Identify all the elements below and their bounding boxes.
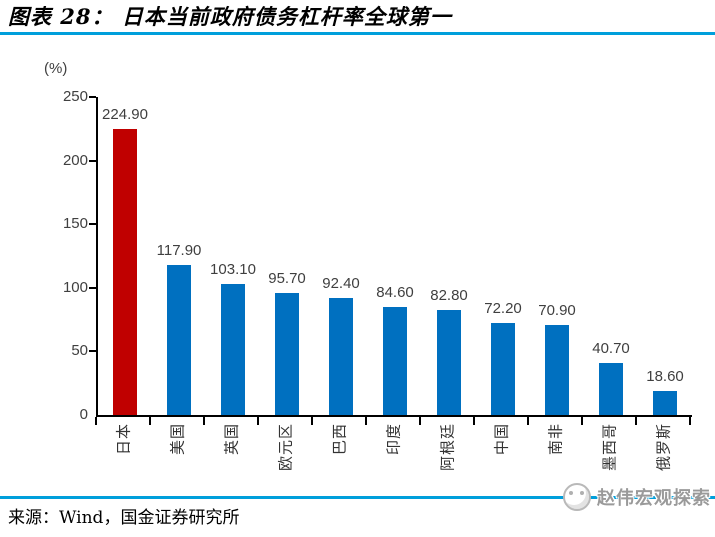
value-label-南非: 70.90: [538, 301, 576, 319]
x-tick-5: [365, 417, 367, 425]
chart-title: 图表 28： 日本当前政府债务杠杆率全球第一: [8, 4, 452, 29]
plot-area: 224.90 117.90 103.10 95.70 92.40 84.60 82.80 72…: [96, 97, 692, 417]
x-tick-3: [257, 417, 259, 425]
watermark-text: 赵伟宏观探索: [597, 488, 711, 508]
x-tick-1: [149, 417, 151, 425]
value-label-美国: 117.90: [156, 242, 202, 259]
y-tick-label-150: 150: [62, 215, 88, 233]
x-label-cell-中国: 中国: [474, 421, 528, 499]
x-label-cell-巴西: 巴西: [312, 421, 366, 499]
value-label-阿根廷: 82.80: [430, 286, 468, 304]
y-tick-100: [89, 286, 96, 289]
value-label-印度: 84.60: [376, 284, 414, 302]
x-tick-8: [527, 417, 529, 425]
x-label-cell-英国: 英国: [204, 421, 258, 499]
x-label-cell-印度: 印度: [366, 421, 420, 499]
x-axis-label-美国: 美国: [169, 423, 187, 456]
x-tick-2: [203, 417, 205, 425]
bar-group-阿根廷: 82.80: [422, 97, 476, 415]
bar-阿根廷: [437, 309, 461, 415]
x-label-cell-日本: 日本: [96, 421, 150, 499]
x-tick-9: [581, 417, 583, 425]
x-label-cell-欧元区: 欧元区: [258, 421, 312, 499]
y-tick-200: [89, 159, 96, 162]
value-label-巴西: 92.40: [322, 274, 360, 292]
bar-南非: [545, 324, 569, 415]
bar-俄罗斯: [653, 391, 677, 415]
x-axis-label-印度: 印度: [385, 423, 403, 456]
bar-group-墨西哥: 40.70: [584, 97, 638, 415]
y-axis-unit-label: (%): [44, 60, 68, 77]
bar-group-巴西: 92.40: [314, 97, 368, 415]
watermark: 赵伟宏观探索: [563, 483, 711, 511]
y-tick-label-100: 100: [62, 278, 88, 296]
value-label-英国: 103.10: [210, 260, 256, 278]
x-axis-label-俄罗斯: 俄罗斯: [655, 423, 673, 472]
x-axis-label-巴西: 巴西: [331, 423, 349, 456]
bar-group-日本: 224.90: [98, 97, 152, 415]
x-tick-7: [473, 417, 475, 425]
x-axis-label-阿根廷: 阿根廷: [439, 423, 457, 472]
bar-group-英国: 103.10: [206, 97, 260, 415]
x-axis-label-南非: 南非: [547, 423, 565, 456]
bar-英国: [221, 283, 245, 415]
bar-欧元区: [275, 293, 299, 415]
bar-group-欧元区: 95.70: [260, 97, 314, 415]
value-label-中国: 72.20: [484, 300, 522, 318]
value-label-墨西哥: 40.70: [592, 340, 630, 358]
value-label-日本: 224.90: [102, 105, 148, 123]
bottom-divider-line: [0, 496, 715, 499]
x-axis-label-墨西哥: 墨西哥: [601, 423, 619, 472]
x-label-cell-阿根廷: 阿根廷: [420, 421, 474, 499]
bar-巴西: [329, 297, 353, 415]
bar-group-中国: 72.20: [476, 97, 530, 415]
y-tick-label-0: 0: [79, 406, 88, 423]
x-tick-0: [95, 417, 97, 425]
panda-logo-icon: [563, 483, 591, 511]
y-tick-50: [89, 350, 96, 353]
bar-group-美国: 117.90: [152, 97, 206, 415]
y-tick-label-200: 200: [62, 151, 88, 169]
bar-印度: [383, 307, 407, 415]
x-axis-label-中国: 中国: [493, 423, 511, 456]
x-axis-label-欧元区: 欧元区: [277, 423, 295, 472]
bar-group-印度: 84.60: [368, 97, 422, 415]
bar-group-南非: 70.90: [530, 97, 584, 415]
y-tick-label-250: 250: [62, 88, 88, 105]
x-axis-label-日本: 日本: [115, 423, 133, 456]
bar-美国: [167, 265, 191, 415]
y-tick-label-50: 50: [71, 342, 88, 360]
x-tick-6: [419, 417, 421, 425]
x-tick-4: [311, 417, 313, 425]
x-tick-11: [689, 417, 691, 425]
value-label-俄罗斯: 18.60: [646, 368, 684, 386]
y-tick-150: [89, 223, 96, 226]
value-label-欧元区: 95.70: [268, 270, 306, 288]
bar-中国: [491, 323, 515, 415]
bars-container: 224.90 117.90 103.10 95.70 92.40 84.60 82.80 72…: [98, 97, 692, 415]
y-tick-250: [89, 96, 96, 98]
x-axis-label-英国: 英国: [223, 423, 241, 456]
top-divider-line: [0, 32, 715, 35]
x-label-cell-美国: 美国: [150, 421, 204, 499]
source-text: 来源：Wind，国金证券研究所: [8, 508, 240, 528]
bar-日本: [113, 128, 137, 415]
bar-group-俄罗斯: 18.60: [638, 97, 692, 415]
bar-墨西哥: [599, 363, 623, 415]
x-tick-10: [635, 417, 637, 425]
